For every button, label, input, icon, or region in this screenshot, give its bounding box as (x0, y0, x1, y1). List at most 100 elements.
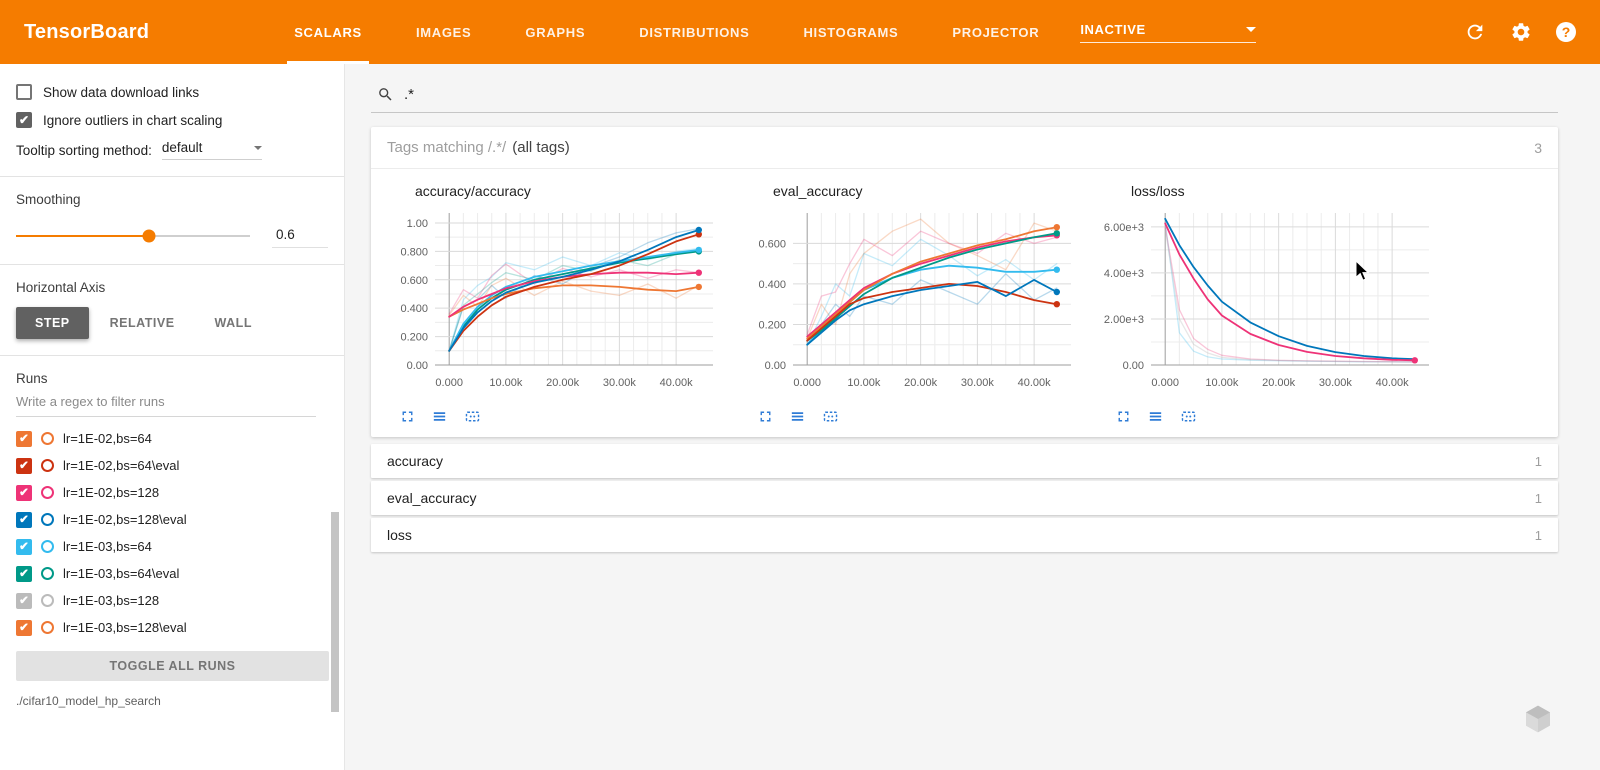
run-checkbox-icon[interactable]: ✔ (16, 538, 32, 555)
axis-button-wall[interactable]: WALL (214, 316, 252, 330)
show-download-links-checkbox-row[interactable]: Show data download links (16, 84, 328, 100)
tooltip-sorting-dropdown[interactable]: default (161, 140, 262, 160)
run-checkbox-icon[interactable]: ✔ (16, 430, 32, 447)
checkbox-icon[interactable]: ✔ (16, 112, 32, 128)
toggle-all-runs-button[interactable]: TOGGLE ALL RUNS (16, 651, 329, 681)
run-checkbox-icon[interactable]: ✔ (16, 565, 32, 582)
chevron-down-icon (1246, 26, 1257, 32)
run-checkbox-icon[interactable]: ✔ (16, 457, 32, 474)
chart-canvas[interactable]: 0.000 10.00k 20.00k 30.00k 40.00k 0.00 2.00e+3… (1101, 205, 1441, 395)
axis-button-relative[interactable]: RELATIVE (109, 316, 175, 330)
tag-section-accuracy[interactable]: accuracy 1 (371, 444, 1558, 478)
smoothing-slider-row: 0.6 (16, 224, 328, 248)
chart-panel-accuracy-accuracy: accuracy/accuracy 0.000 10.00k 20.00k 30.00k… (385, 183, 735, 425)
chart-title: eval_accuracy (773, 183, 863, 199)
svg-text:0.800: 0.800 (400, 246, 428, 258)
tab-distributions[interactable]: DISTRIBUTIONS (639, 24, 750, 40)
run-item[interactable]: ✔ lr=1E-03,bs=64 (16, 533, 328, 560)
status-dropdown[interactable]: INACTIVE (1080, 22, 1257, 43)
run-radio-icon[interactable] (41, 621, 54, 634)
run-item[interactable]: ✔ lr=1E-03,bs=128 (16, 587, 328, 614)
tab-histograms[interactable]: HISTOGRAMS (803, 24, 899, 40)
chart-title: loss/loss (1131, 183, 1185, 199)
tooltip-sorting-row: Tooltip sorting method: default (16, 140, 328, 160)
run-checkbox-icon[interactable]: ✔ (16, 592, 32, 609)
run-label: lr=1E-03,bs=64 (63, 539, 152, 554)
smoothing-slider[interactable] (16, 229, 250, 243)
run-item[interactable]: ✔ lr=1E-03,bs=128\eval (16, 614, 328, 641)
run-checkbox-icon[interactable]: ✔ (16, 484, 32, 501)
run-label: lr=1E-03,bs=128 (63, 593, 160, 608)
run-radio-icon[interactable] (41, 432, 54, 445)
svg-text:10.00k: 10.00k (1205, 377, 1239, 389)
fit-domain-icon[interactable] (463, 408, 482, 425)
refresh-icon[interactable] (1464, 21, 1486, 43)
tag-section-title: eval_accuracy (387, 490, 477, 506)
tags-card-header[interactable]: Tags matching /.*/ (all tags) 3 (371, 127, 1558, 169)
svg-text:1.00: 1.00 (407, 218, 428, 230)
tag-section-eval_accuracy[interactable]: eval_accuracy 1 (371, 481, 1558, 515)
ignore-outliers-checkbox-row[interactable]: ✔ Ignore outliers in chart scaling (16, 112, 328, 128)
run-checkbox-icon[interactable]: ✔ (16, 619, 32, 636)
tag-section-loss[interactable]: loss 1 (371, 518, 1558, 552)
fullscreen-icon[interactable] (1115, 408, 1132, 425)
chart-toolbar (743, 408, 1093, 425)
run-radio-icon[interactable] (41, 459, 54, 472)
run-label: lr=1E-02,bs=64\eval (63, 458, 180, 473)
run-radio-icon[interactable] (41, 540, 54, 553)
run-radio-icon[interactable] (41, 594, 54, 607)
app-title: TensorBoard (24, 20, 150, 43)
chart-toolbar (1101, 408, 1451, 425)
svg-text:0.00: 0.00 (1123, 360, 1144, 372)
data-table-icon[interactable] (431, 408, 448, 425)
tag-search-bar[interactable] (371, 80, 1558, 113)
tags-card-title: Tags matching /.*/ (387, 139, 507, 156)
tag-section-title: accuracy (387, 453, 444, 469)
fullscreen-icon[interactable] (399, 408, 416, 425)
chart-canvas[interactable]: 0.000 10.00k 20.00k 30.00k 40.00k 0.00 0.200 0.… (385, 205, 725, 395)
chart-title: accuracy/accuracy (415, 183, 531, 199)
run-radio-icon[interactable] (41, 513, 54, 526)
svg-text:30.00k: 30.00k (961, 377, 995, 389)
tab-graphs[interactable]: GRAPHS (525, 24, 586, 40)
tag-search-input[interactable] (404, 86, 904, 103)
divider (0, 176, 344, 177)
run-radio-icon[interactable] (41, 567, 54, 580)
fullscreen-icon[interactable] (757, 408, 774, 425)
chart-canvas[interactable]: 0.000 10.00k 20.00k 30.00k 40.00k 0.00 0.200 0.… (743, 205, 1083, 395)
tab-projector[interactable]: PROJECTOR (952, 24, 1040, 40)
tags-matching-card: Tags matching /.*/ (all tags) 3 accuracy… (371, 127, 1558, 437)
run-radio-icon[interactable] (41, 486, 54, 499)
runs-filter-input[interactable] (16, 386, 316, 417)
checkbox-icon[interactable] (16, 84, 32, 100)
svg-text:6.00e+3: 6.00e+3 (1104, 222, 1144, 234)
settings-gear-icon[interactable] (1510, 21, 1532, 43)
runs-label: Runs (16, 371, 48, 386)
run-item[interactable]: ✔ lr=1E-03,bs=64\eval (16, 560, 328, 587)
tag-section-title: loss (387, 527, 412, 543)
tab-scalars[interactable]: SCALARS (267, 0, 389, 64)
svg-text:0.000: 0.000 (1151, 377, 1179, 389)
runs-list: ✔ lr=1E-02,bs=64 ✔ lr=1E-02,bs=64\eval ✔ lr=1… (16, 425, 328, 641)
tags-card-title-suffix: (all tags) (512, 139, 570, 156)
fit-domain-icon[interactable] (1179, 408, 1198, 425)
help-icon[interactable]: ? (1556, 22, 1576, 42)
data-table-icon[interactable] (789, 408, 806, 425)
run-item[interactable]: ✔ lr=1E-02,bs=64\eval (16, 452, 328, 479)
run-label: lr=1E-02,bs=128 (63, 485, 160, 500)
smoothing-slider-thumb[interactable] (142, 229, 156, 243)
run-item[interactable]: ✔ lr=1E-02,bs=128 (16, 479, 328, 506)
smoothing-value[interactable]: 0.6 (272, 224, 328, 248)
fit-domain-icon[interactable] (821, 408, 840, 425)
run-item[interactable]: ✔ lr=1E-02,bs=128\eval (16, 506, 328, 533)
svg-text:0.400: 0.400 (400, 303, 428, 315)
collapsed-tag-sections: accuracy 1 eval_accuracy 1 loss 1 (371, 444, 1558, 552)
svg-text:0.200: 0.200 (758, 320, 786, 332)
axis-button-step[interactable]: STEP (16, 307, 89, 339)
tab-images[interactable]: IMAGES (415, 24, 472, 40)
data-table-icon[interactable] (1147, 408, 1164, 425)
run-item[interactable]: ✔ lr=1E-02,bs=64 (16, 425, 328, 452)
tag-section-count: 1 (1534, 490, 1542, 506)
runs-scrollbar[interactable] (331, 512, 339, 712)
run-checkbox-icon[interactable]: ✔ (16, 511, 32, 528)
